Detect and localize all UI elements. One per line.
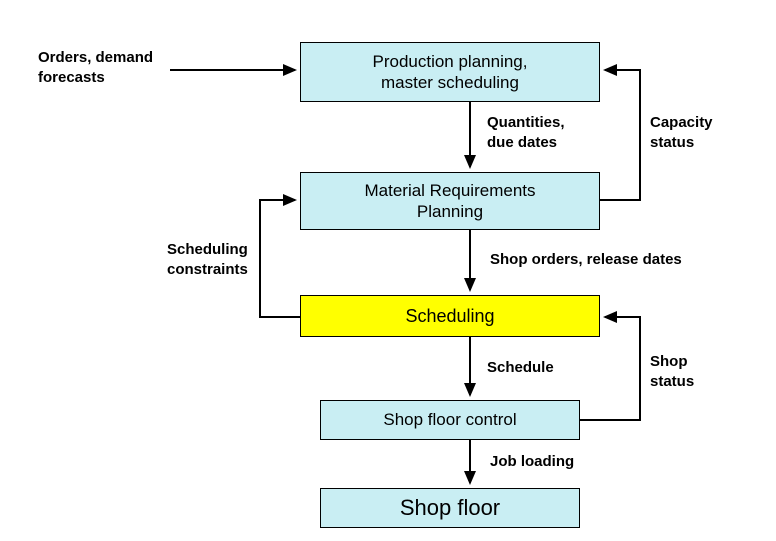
edge-constraints-loop [260,200,300,317]
node-text: master scheduling [381,73,519,92]
node-shop-floor-control: Shop floor control [320,400,580,440]
label-text: Schedule [487,359,554,376]
label-text: forecasts [38,69,105,86]
label-orders-demand: Orders, demand forecasts [38,48,153,87]
node-text: Production planning, [372,52,527,71]
label-text: Job loading [490,453,574,470]
node-shop-floor: Shop floor [320,488,580,528]
label-text: Quantities, [487,114,565,131]
label-schedule: Schedule [487,358,554,378]
label-text: constraints [167,261,248,278]
node-scheduling: Scheduling [300,295,600,337]
edge-capacity-loop [600,70,640,200]
node-mrp: Material Requirements Planning [300,172,600,230]
label-text: status [650,373,694,390]
label-scheduling-constraints: Scheduling constraints [167,240,248,279]
node-production-planning: Production planning, master scheduling [300,42,600,102]
node-text: Shop floor [400,494,500,522]
label-text: Shop [650,353,688,370]
label-text: Shop orders, release dates [490,251,682,268]
label-quantities: Quantities, due dates [487,113,565,152]
label-text: Capacity [650,114,713,131]
node-text: Shop floor control [383,409,516,430]
label-capacity: Capacity status [650,113,713,152]
label-job-loading: Job loading [490,452,574,472]
label-shop-orders: Shop orders, release dates [490,250,682,270]
label-text: Scheduling [167,241,248,258]
label-text: Orders, demand [38,49,153,66]
label-text: due dates [487,134,557,151]
label-text: status [650,134,694,151]
label-shop-status: Shop status [650,352,694,391]
node-text: Scheduling [405,305,494,328]
node-text: Material Requirements [364,181,535,200]
node-text: Planning [417,202,483,221]
